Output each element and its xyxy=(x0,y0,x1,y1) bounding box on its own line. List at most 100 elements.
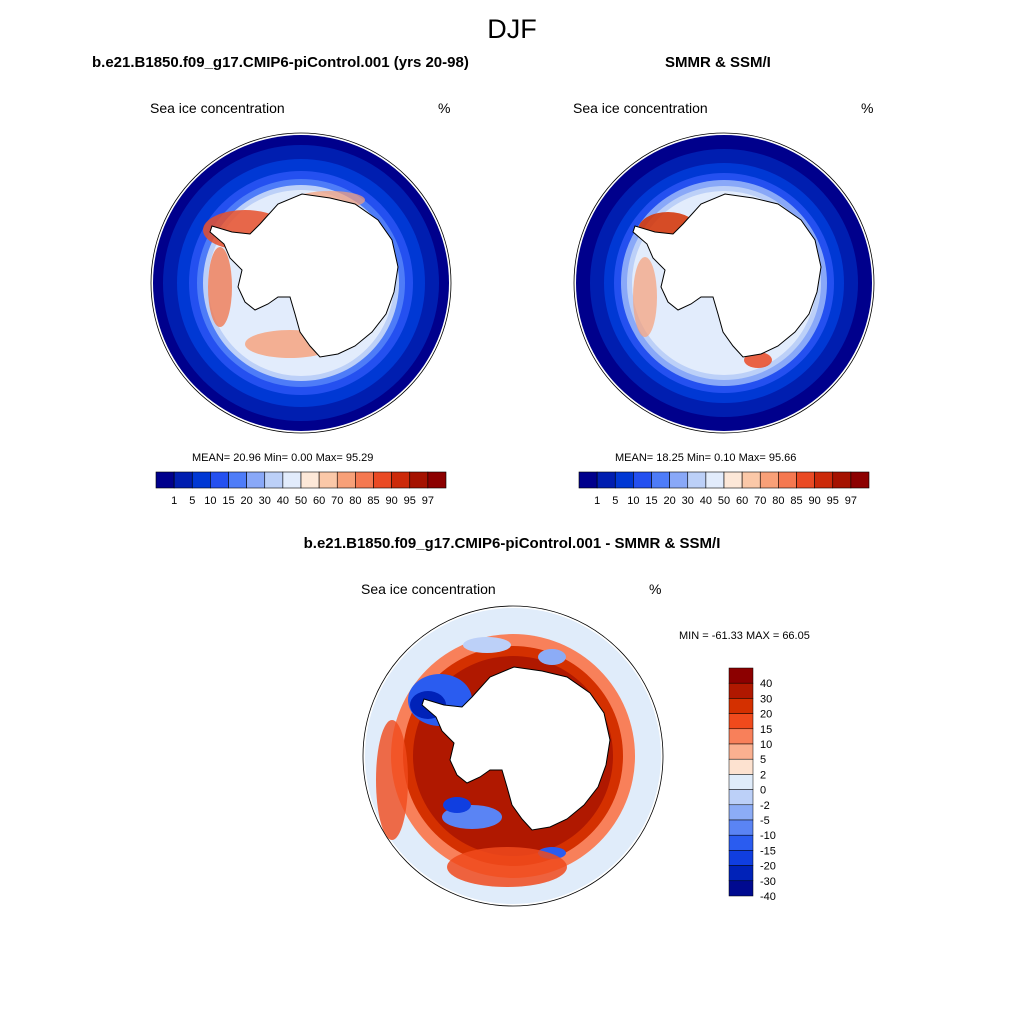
colorbar-tick-label: 20 xyxy=(241,495,253,507)
colorbar-box xyxy=(318,471,338,489)
colorbar-box xyxy=(759,471,779,489)
colorbar-tick-label: 5 xyxy=(612,495,618,507)
model-variable-label: Sea ice concentration xyxy=(150,100,285,116)
obs-stats: MEAN= 18.25 Min= 0.10 Max= 95.66 xyxy=(615,452,797,464)
colorbar-tick-label: 20 xyxy=(664,495,676,507)
diff-colorbar-tick-label: 2 xyxy=(760,769,766,781)
colorbar-tick-label: 70 xyxy=(754,495,766,507)
diff-colorbar-box xyxy=(728,850,754,866)
colorbar-tick-label: 90 xyxy=(386,495,398,507)
model-ice-map xyxy=(150,132,452,434)
colorbar-box xyxy=(687,471,707,489)
diff-colorbar-tick-label: -10 xyxy=(760,830,776,842)
colorbar-box xyxy=(300,471,320,489)
colorbar-box xyxy=(578,471,598,489)
colorbar-tick-label: 10 xyxy=(204,495,216,507)
colorbar-box xyxy=(796,471,815,489)
diff-colorbar-tick-label: -2 xyxy=(760,800,770,812)
colorbar-tick-label: 80 xyxy=(349,495,361,507)
colorbar-box xyxy=(741,471,761,489)
diff-colorbar-box xyxy=(728,758,754,775)
colorbar-tick-label: 1 xyxy=(171,495,177,507)
colorbar-box xyxy=(705,471,725,489)
colorbar-tick-label: 80 xyxy=(772,495,784,507)
colorbar-box xyxy=(633,471,652,489)
colorbar-tick-label: 40 xyxy=(277,495,289,507)
colorbar-box xyxy=(723,471,743,489)
colorbar-box xyxy=(669,471,689,489)
model-units-label: % xyxy=(438,100,451,116)
diff-colorbar-box xyxy=(728,834,754,851)
diff-colorbar-box xyxy=(728,667,754,684)
colorbar-box xyxy=(651,471,670,489)
colorbar-box xyxy=(391,471,411,489)
colorbar-tick-label: 97 xyxy=(845,495,857,507)
diff-colorbar-box xyxy=(728,728,754,745)
colorbar-box xyxy=(355,471,374,489)
colorbar-box xyxy=(264,471,284,489)
colorbar-box xyxy=(173,471,193,489)
model-colorbar: 1 5 10 15 20 30 40 50 60 70 80 85 90 95 97 xyxy=(155,471,447,507)
colorbar-tick-label: 1 xyxy=(594,495,600,507)
diff-colorbar-tick-label: 40 xyxy=(760,678,772,690)
colorbar-tick-label: 5 xyxy=(189,495,195,507)
diff-colorbar-tick-label: 30 xyxy=(760,693,772,705)
diff-variable-label: Sea ice concentration xyxy=(361,581,496,597)
diff-ice-map xyxy=(362,605,664,907)
colorbar-tick-label: 30 xyxy=(682,495,694,507)
diff-positive-patches xyxy=(376,720,567,887)
colorbar-tick-label: 85 xyxy=(367,495,379,507)
model-panel-title: b.e21.B1850.f09_g17.CMIP6-piControl.001 … xyxy=(92,54,469,71)
colorbar-box xyxy=(210,471,229,489)
diff-colorbar-tick-label: 5 xyxy=(760,754,766,766)
diff-minmax: MIN = -61.33 MAX = 66.05 xyxy=(679,630,810,642)
diff-colorbar-tick-label: -40 xyxy=(760,891,776,903)
colorbar-box xyxy=(336,471,356,489)
obs-colorbar: 1 5 10 15 20 30 40 50 60 70 80 85 90 95 97 xyxy=(578,471,870,507)
colorbar-box xyxy=(155,471,175,489)
diff-colorbar-tick-label: -30 xyxy=(760,876,776,888)
model-stats: MEAN= 20.96 Min= 0.00 Max= 95.29 xyxy=(192,452,374,464)
colorbar-tick-label: 70 xyxy=(331,495,343,507)
model-antarctica-land xyxy=(209,193,399,358)
colorbar-tick-label: 95 xyxy=(827,495,839,507)
colorbar-tick-label: 15 xyxy=(222,495,234,507)
diff-colorbar-box xyxy=(728,789,754,806)
colorbar-box xyxy=(246,471,266,489)
colorbar-tick-label: 97 xyxy=(422,495,434,507)
diff-colorbar-box xyxy=(728,865,754,882)
colorbar-tick-label: 90 xyxy=(809,495,821,507)
obs-ice-map xyxy=(573,132,875,434)
diff-colorbar-box xyxy=(728,698,754,714)
diff-colorbar-box xyxy=(728,804,754,821)
colorbar-box xyxy=(191,471,211,489)
diff-colorbar-tick-label: 10 xyxy=(760,739,772,751)
diff-colorbar-box xyxy=(728,743,754,760)
diff-colorbar-tick-label: -20 xyxy=(760,861,776,873)
colorbar-box xyxy=(814,471,834,489)
diff-colorbar-box xyxy=(728,682,754,699)
diff-colorbar-box xyxy=(728,819,754,836)
obs-variable-label: Sea ice concentration xyxy=(573,100,708,116)
diff-colorbar-tick-label: -15 xyxy=(760,845,776,857)
obs-antarctica-land xyxy=(632,193,822,358)
colorbar-box xyxy=(850,471,870,489)
colorbar-box xyxy=(596,471,616,489)
obs-units-label: % xyxy=(861,100,874,116)
diff-colorbar-box xyxy=(728,880,754,897)
diff-colorbar-box xyxy=(728,774,754,790)
colorbar-box xyxy=(409,471,429,489)
diff-colorbar-tick-label: 15 xyxy=(760,724,772,736)
colorbar-tick-label: 30 xyxy=(259,495,271,507)
colorbar-tick-label: 60 xyxy=(736,495,748,507)
colorbar-tick-label: 85 xyxy=(790,495,802,507)
diff-colorbar-tick-label: -5 xyxy=(760,815,770,827)
colorbar-tick-label: 50 xyxy=(295,495,307,507)
diff-colorbar-tick-label: 0 xyxy=(760,785,766,797)
colorbar-box xyxy=(427,471,447,489)
diff-colorbar-tick-label: 20 xyxy=(760,709,772,721)
diff-units-label: % xyxy=(649,581,662,597)
colorbar-box xyxy=(373,471,392,489)
colorbar-box xyxy=(778,471,797,489)
